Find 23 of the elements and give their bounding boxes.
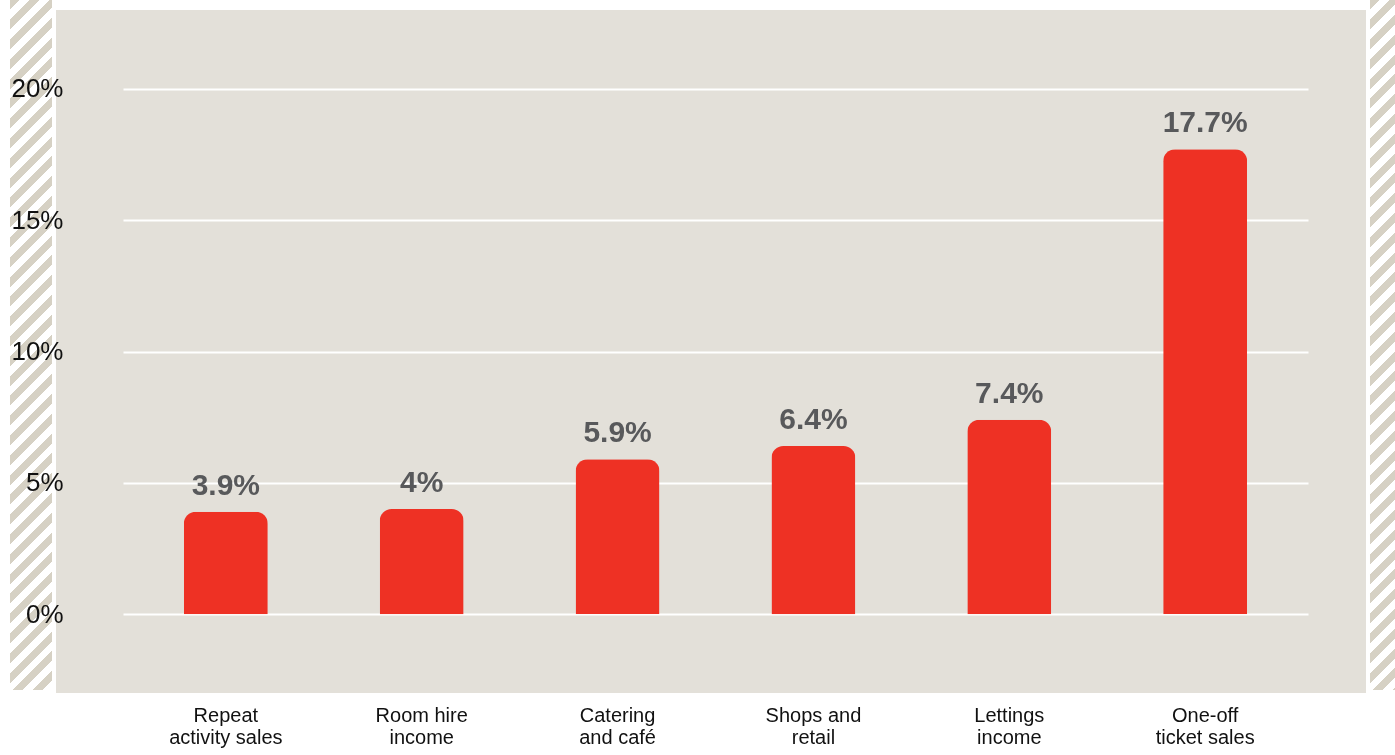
x-tick-label: Repeat activity sales: [169, 703, 283, 748]
bar: [1163, 149, 1248, 615]
bar: [379, 509, 464, 615]
x-tick-label: One-off ticket sales: [1155, 703, 1255, 748]
data-label: 4%: [400, 465, 444, 499]
y-tick-label: 5%: [25, 467, 64, 498]
data-label: 7.4%: [975, 375, 1044, 409]
data-label: 5.9%: [583, 415, 652, 449]
x-tick-label: Catering and café: [579, 703, 656, 748]
bar: [771, 446, 856, 615]
data-label: 6.4%: [779, 402, 848, 436]
bar: [183, 511, 268, 615]
y-tick-label: 10%: [11, 336, 64, 366]
bar: [575, 459, 660, 615]
y-tick-label: 0%: [25, 598, 64, 629]
data-label: 3.9%: [191, 467, 261, 501]
x-tick-label: Room hire income: [375, 703, 468, 748]
bar: [967, 419, 1052, 615]
x-tick-label: Lettings income: [974, 703, 1045, 748]
y-tick-label: 20%: [11, 73, 64, 104]
x-tick-label: Shops and retail: [765, 703, 862, 748]
data-label: 17.7%: [1162, 105, 1248, 139]
y-tick-label: 15%: [11, 204, 64, 235]
